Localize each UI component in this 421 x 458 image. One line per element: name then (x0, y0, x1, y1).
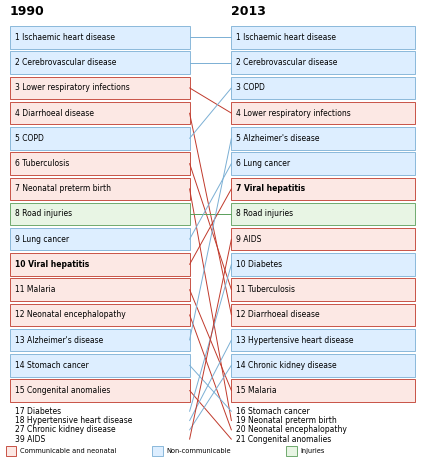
FancyBboxPatch shape (232, 76, 416, 99)
Text: 5 Alzheimer's disease: 5 Alzheimer's disease (237, 134, 320, 143)
Text: 20 Neonatal encephalopathy: 20 Neonatal encephalopathy (237, 425, 347, 435)
Text: Non-communicable: Non-communicable (166, 448, 231, 454)
Text: 2 Cerebrovascular disease: 2 Cerebrovascular disease (237, 58, 338, 67)
FancyBboxPatch shape (5, 446, 16, 456)
Text: 8 Road injuries: 8 Road injuries (15, 209, 72, 218)
FancyBboxPatch shape (10, 102, 189, 125)
Text: 9 AIDS: 9 AIDS (237, 234, 262, 244)
FancyBboxPatch shape (10, 51, 189, 74)
FancyBboxPatch shape (10, 26, 189, 49)
FancyBboxPatch shape (232, 379, 416, 402)
FancyBboxPatch shape (232, 127, 416, 150)
Text: 3 Lower respiratory infections: 3 Lower respiratory infections (15, 83, 130, 93)
Text: 21 Congenital anomalies: 21 Congenital anomalies (237, 435, 332, 444)
FancyBboxPatch shape (232, 354, 416, 376)
Text: 18 Hypertensive heart disease: 18 Hypertensive heart disease (15, 416, 132, 425)
Text: 1990: 1990 (10, 5, 45, 17)
Text: 12 Diarrhoeal disease: 12 Diarrhoeal disease (237, 311, 320, 319)
FancyBboxPatch shape (232, 278, 416, 301)
Text: 15 Malaria: 15 Malaria (237, 386, 277, 395)
FancyBboxPatch shape (10, 178, 189, 200)
Text: 14 Chronic kidney disease: 14 Chronic kidney disease (237, 361, 337, 370)
Text: 15 Congenital anomalies: 15 Congenital anomalies (15, 386, 110, 395)
FancyBboxPatch shape (232, 203, 416, 225)
Text: 2013: 2013 (232, 5, 266, 17)
FancyBboxPatch shape (232, 329, 416, 351)
FancyBboxPatch shape (232, 51, 416, 74)
FancyBboxPatch shape (10, 153, 189, 175)
Text: 4 Diarrhoeal disease: 4 Diarrhoeal disease (15, 109, 94, 118)
Text: 6 Lung cancer: 6 Lung cancer (237, 159, 290, 168)
FancyBboxPatch shape (10, 354, 189, 376)
FancyBboxPatch shape (152, 446, 163, 456)
FancyBboxPatch shape (10, 228, 189, 251)
FancyBboxPatch shape (232, 228, 416, 251)
FancyBboxPatch shape (10, 329, 189, 351)
FancyBboxPatch shape (10, 76, 189, 99)
Text: 7 Neonatal preterm birth: 7 Neonatal preterm birth (15, 184, 111, 193)
Text: 17 Diabetes: 17 Diabetes (15, 407, 61, 416)
FancyBboxPatch shape (232, 178, 416, 200)
FancyBboxPatch shape (10, 203, 189, 225)
Text: 7 Viral hepatitis: 7 Viral hepatitis (237, 184, 306, 193)
FancyBboxPatch shape (232, 153, 416, 175)
FancyBboxPatch shape (10, 379, 189, 402)
Text: 5 COPD: 5 COPD (15, 134, 44, 143)
FancyBboxPatch shape (10, 278, 189, 301)
FancyBboxPatch shape (232, 26, 416, 49)
FancyBboxPatch shape (232, 304, 416, 326)
FancyBboxPatch shape (232, 253, 416, 276)
Text: 9 Lung cancer: 9 Lung cancer (15, 234, 69, 244)
Text: 13 Hypertensive heart disease: 13 Hypertensive heart disease (237, 336, 354, 344)
Text: 10 Viral hepatitis: 10 Viral hepatitis (15, 260, 89, 269)
Text: 13 Alzheimer's disease: 13 Alzheimer's disease (15, 336, 103, 344)
Text: 2 Cerebrovascular disease: 2 Cerebrovascular disease (15, 58, 116, 67)
Text: 39 AIDS: 39 AIDS (15, 435, 45, 444)
Text: 1 Ischaemic heart disease: 1 Ischaemic heart disease (237, 33, 336, 42)
Text: 6 Tuberculosis: 6 Tuberculosis (15, 159, 69, 168)
Text: 27 Chronic kidney disease: 27 Chronic kidney disease (15, 425, 115, 435)
FancyBboxPatch shape (10, 304, 189, 326)
Text: 14 Stomach cancer: 14 Stomach cancer (15, 361, 88, 370)
Text: 11 Tuberculosis: 11 Tuberculosis (237, 285, 296, 294)
Text: 8 Road injuries: 8 Road injuries (237, 209, 293, 218)
Text: 11 Malaria: 11 Malaria (15, 285, 55, 294)
FancyBboxPatch shape (10, 253, 189, 276)
Text: Injuries: Injuries (300, 448, 324, 454)
FancyBboxPatch shape (10, 127, 189, 150)
Text: 1 Ischaemic heart disease: 1 Ischaemic heart disease (15, 33, 115, 42)
Text: 3 COPD: 3 COPD (237, 83, 265, 93)
Text: 4 Lower respiratory infections: 4 Lower respiratory infections (237, 109, 351, 118)
Text: 16 Stomach cancer: 16 Stomach cancer (237, 407, 310, 416)
Text: 19 Neonatal preterm birth: 19 Neonatal preterm birth (237, 416, 337, 425)
FancyBboxPatch shape (286, 446, 297, 456)
Text: 12 Neonatal encephalopathy: 12 Neonatal encephalopathy (15, 311, 125, 319)
Text: Communicable and neonatal: Communicable and neonatal (20, 448, 116, 454)
Text: 10 Diabetes: 10 Diabetes (237, 260, 282, 269)
FancyBboxPatch shape (232, 102, 416, 125)
